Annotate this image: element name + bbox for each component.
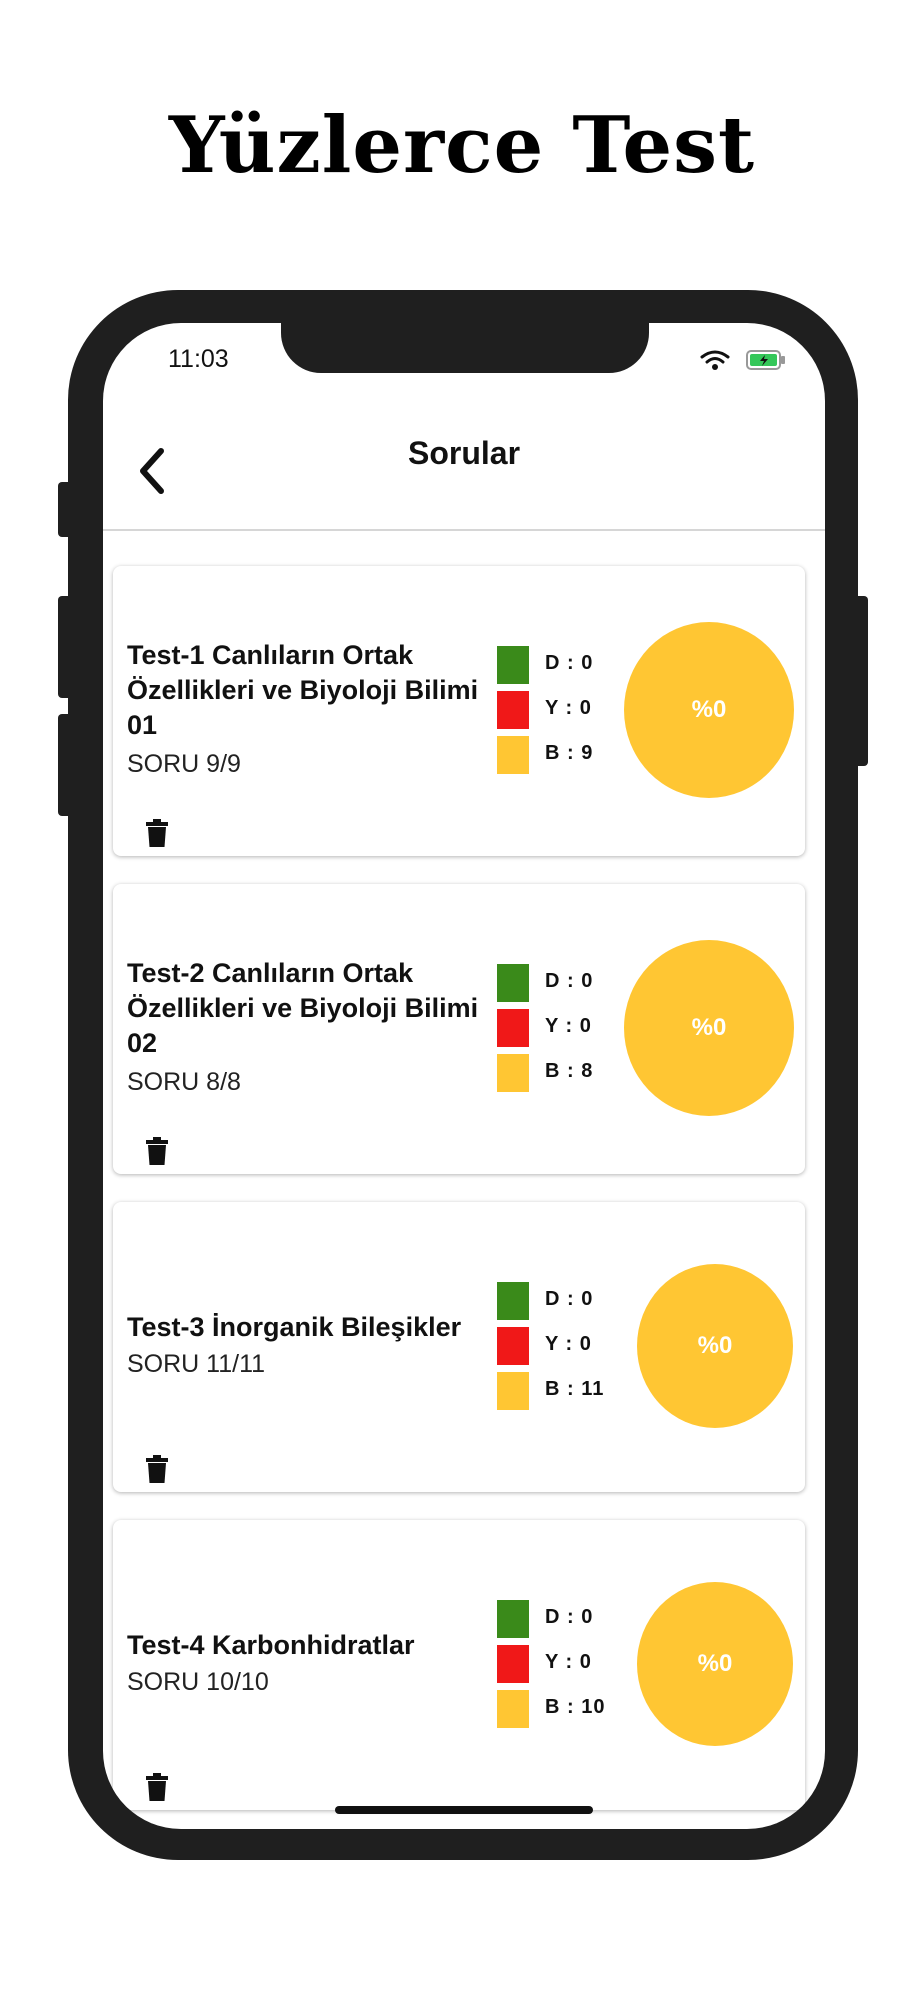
score-percent: %0 — [697, 1332, 733, 1359]
question-count: SORU 10/10 — [127, 1668, 269, 1696]
score-pie-chart: %0 — [624, 940, 794, 1116]
correct-swatch — [497, 1282, 529, 1320]
correct-swatch — [497, 964, 529, 1002]
blank-count: B : 8 — [545, 1060, 594, 1082]
wrong-count: Y : 0 — [545, 1651, 592, 1673]
test-card[interactable]: Test-2 Canlıların Ortak Özellikleri ve B… — [113, 884, 805, 1174]
trash-icon[interactable] — [145, 1772, 169, 1802]
wrong-swatch — [497, 1645, 529, 1683]
page-title: Sorular — [407, 435, 521, 471]
trash-icon[interactable] — [145, 1136, 169, 1166]
trash-icon[interactable] — [145, 818, 169, 848]
correct-swatch — [497, 646, 529, 684]
test-card[interactable]: Test-3 İnorganik Bileşikler SORU 11/11 D… — [113, 1202, 805, 1492]
blank-swatch — [497, 736, 529, 774]
blank-count: B : 11 — [545, 1378, 605, 1400]
blank-count: B : 9 — [545, 742, 594, 764]
home-indicator[interactable] — [335, 1806, 593, 1814]
score-pie-chart: %0 — [624, 622, 794, 798]
correct-count: D : 0 — [545, 1288, 594, 1310]
question-count: SORU 11/11 — [127, 1350, 266, 1378]
blank-swatch — [497, 1054, 529, 1092]
headline: Yüzlerce Test — [168, 100, 756, 191]
phone-screen: 11:03 Sorular Test-1 Canlıların Ortak Öz… — [103, 323, 825, 1829]
notch — [281, 323, 649, 373]
wrong-count: Y : 0 — [545, 1333, 592, 1355]
question-count: SORU 8/8 — [127, 1068, 241, 1096]
blank-swatch — [497, 1372, 529, 1410]
score-percent: %0 — [691, 1014, 727, 1041]
test-title: Test-3 İnorganik Bileşikler — [127, 1312, 462, 1342]
correct-swatch — [497, 1600, 529, 1638]
score-pie-chart: %0 — [637, 1582, 793, 1746]
blank-count: B : 10 — [545, 1696, 606, 1718]
trash-icon[interactable] — [145, 1454, 169, 1484]
test-list: Test-1 Canlıların Ortak Özellikleri ve B… — [113, 566, 805, 1829]
score-pie-chart: %0 — [637, 1264, 793, 1428]
nav-bar: Sorular — [103, 323, 825, 531]
test-card[interactable]: Test-1 Canlıların Ortak Özellikleri ve B… — [113, 566, 805, 856]
wrong-swatch — [497, 1327, 529, 1365]
test-title: Test-4 Karbonhidratlar — [127, 1630, 415, 1660]
wrong-count: Y : 0 — [545, 1015, 592, 1037]
correct-count: D : 0 — [545, 652, 594, 674]
chevron-left-icon[interactable] — [133, 443, 169, 499]
score-percent: %0 — [697, 1650, 733, 1677]
question-count: SORU 9/9 — [127, 750, 241, 778]
test-title: Test-1 Canlıların Ortak Özellikleri ve B… — [127, 640, 479, 740]
correct-count: D : 0 — [545, 970, 594, 992]
wrong-swatch — [497, 691, 529, 729]
score-percent: %0 — [691, 696, 727, 723]
correct-count: D : 0 — [545, 1606, 594, 1628]
test-card[interactable]: Test-4 Karbonhidratlar SORU 10/10 D : 0 … — [113, 1520, 805, 1810]
blank-swatch — [497, 1690, 529, 1728]
status-time: 11:03 — [168, 345, 229, 373]
wrong-swatch — [497, 1009, 529, 1047]
battery-charging-icon — [746, 350, 785, 370]
wrong-count: Y : 0 — [545, 697, 592, 719]
test-title: Test-2 Canlıların Ortak Özellikleri ve B… — [127, 958, 479, 1058]
wifi-icon — [700, 350, 730, 370]
